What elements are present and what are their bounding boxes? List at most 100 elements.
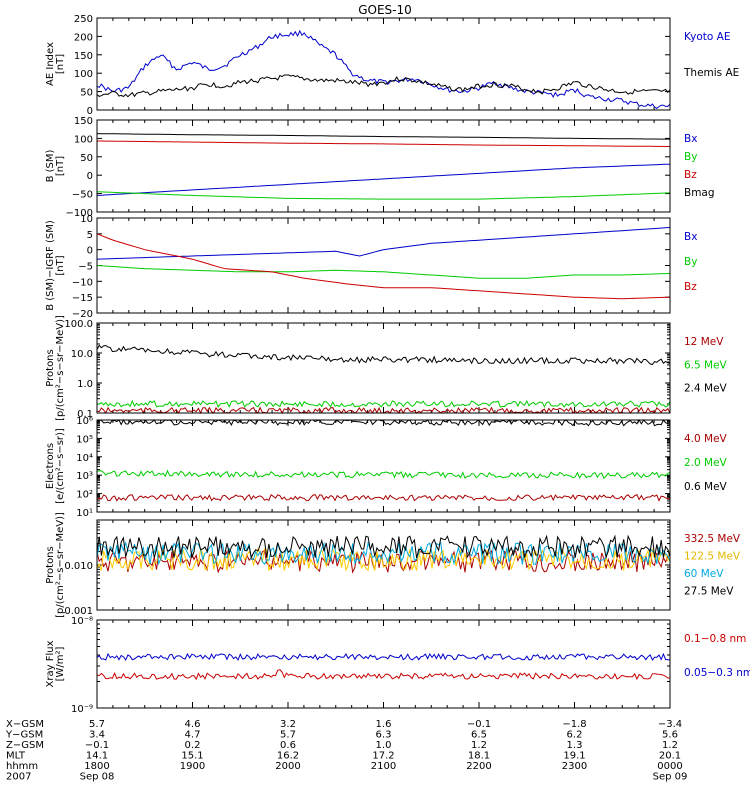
ephemeris-row-label: Z−GSM xyxy=(6,740,44,751)
y-tick-label: 100.0 xyxy=(64,319,93,330)
panel-ae: 0 50 100 150 200 250 Kyoto AE Themis AE AE Index… xyxy=(45,14,739,117)
legend-entry: 2.4 MeV xyxy=(684,383,728,395)
ephemeris-value: 14.1 xyxy=(86,751,108,762)
panel-frame xyxy=(96,119,671,213)
ephemeris-value: 0000 xyxy=(657,761,682,772)
legend-entry: 122.5 MeV xyxy=(684,551,741,563)
y-tick-label: −5 xyxy=(78,262,93,273)
ephemeris-row-label: MLT xyxy=(6,751,26,762)
legend-entry: 60 MeV xyxy=(684,568,724,580)
panel-frame xyxy=(96,217,671,314)
ephemeris-value: Sep 09 xyxy=(653,772,688,783)
panel-frame xyxy=(96,322,671,414)
y-axis-label: Electrons xyxy=(45,443,56,489)
ephemeris-row-label: 2007 xyxy=(6,772,31,783)
series-line-bfield-1 xyxy=(96,191,671,200)
ephemeris-value: 5.7 xyxy=(280,730,296,741)
panel-bfield: −100 −50 0 50 100 150 Bx By Bz Bmag B (SM) [nT] xyxy=(45,116,715,219)
series-line-xray-0 xyxy=(96,669,671,681)
legend-entry: Themis AE xyxy=(683,67,739,79)
y-tick-label: 0.010 xyxy=(64,561,93,572)
series-line-bfield-3 xyxy=(96,133,670,140)
legend-entry: Bz xyxy=(684,281,697,293)
y-tick-label: 0 xyxy=(87,246,93,257)
ephemeris-value: 15.1 xyxy=(181,751,203,762)
ephemeris-row-label: hhmm xyxy=(6,761,38,772)
legend-entry: 0.1−0.8 nm xyxy=(684,633,746,645)
ephemeris-value: 3.4 xyxy=(89,730,105,741)
y-tick-label: 150 xyxy=(74,51,93,62)
y-tick-label: 50 xyxy=(80,88,93,99)
y-tick-label: 1.0 xyxy=(77,379,93,390)
y-axis-label: Protons xyxy=(45,349,56,386)
ephemeris-value: −1.8 xyxy=(562,719,586,730)
ephemeris-value: 0.6 xyxy=(280,740,296,751)
y-axis-label: [p/(cm²−s−sr−MeV)] xyxy=(55,315,66,421)
panel-frame xyxy=(96,619,671,709)
y-axis-label: B (SM) xyxy=(45,149,56,182)
ephemeris-value: 18.1 xyxy=(468,751,490,762)
y-axis-label: [nT] xyxy=(55,54,66,74)
ephemeris-value: 4.7 xyxy=(185,730,201,741)
ephemeris-value: 1.0 xyxy=(376,740,392,751)
ephemeris-value: 1.2 xyxy=(471,740,487,751)
legend-entry: Bz xyxy=(684,169,697,181)
y-tick-label: 5 xyxy=(87,230,93,241)
y-tick-label: 10⁻⁸ xyxy=(71,616,93,627)
y-axis-label: [e/(cm²−s−sr)] xyxy=(55,428,66,504)
ephemeris-value: 1.6 xyxy=(376,719,392,730)
y-axis-label: [W/m²] xyxy=(55,646,66,681)
y-tick-label: 150 xyxy=(74,116,93,127)
legend-entry: 2.0 MeV xyxy=(684,457,728,469)
plot-title: GOES-10 xyxy=(358,3,412,17)
ephemeris-value: 1800 xyxy=(84,761,109,772)
y-tick-label: −100 xyxy=(66,208,93,219)
y-axis-label: AE Index xyxy=(45,42,56,86)
y-tick-label: 10⁶ xyxy=(76,416,93,427)
legend-entry: 4.0 MeV xyxy=(684,433,728,445)
ephemeris-value: 2100 xyxy=(371,761,396,772)
legend-entry: 6.5 MeV xyxy=(684,359,728,371)
ephemeris-value: Sep 08 xyxy=(80,772,115,783)
legend-entry: Bmag xyxy=(684,187,715,199)
y-axis-label: Xray Flux xyxy=(45,640,56,687)
panel-protons_hi: 0.1 1.0 10.0 100.0 12 MeV 6.5 MeV 2.4 MeV Proto… xyxy=(45,315,728,421)
ephemeris-value: 6.3 xyxy=(376,730,392,741)
y-tick-label: 10⁵ xyxy=(76,434,93,445)
legend-entry: Bx xyxy=(684,231,697,243)
ephemeris-value: −0.1 xyxy=(85,740,109,751)
ephemeris-value: 2200 xyxy=(466,761,491,772)
y-tick-label: 10⁴ xyxy=(76,453,93,464)
legend-entry: 12 MeV xyxy=(684,336,724,348)
legend-entry: By xyxy=(684,151,697,163)
y-tick-label: 0 xyxy=(87,171,93,182)
y-tick-label: 0 xyxy=(87,106,93,117)
panel-frame xyxy=(96,419,671,513)
ephemeris-value: 1.2 xyxy=(662,740,678,751)
y-axis-label: B (SM)−IGRF (SM) xyxy=(45,220,56,311)
legend-entry: Kyoto AE xyxy=(684,31,730,43)
y-tick-label: 0.1 xyxy=(77,409,93,420)
ephemeris-row-label: X−GSM xyxy=(6,719,44,730)
series-line-xray-1 xyxy=(96,652,671,661)
series-line-protons_hi-2 xyxy=(96,344,671,366)
y-tick-label: 0.001 xyxy=(64,606,93,617)
legend-entry: By xyxy=(684,256,697,268)
panel-electrons: 10¹ 10² 10³ 10⁴ 10⁵ 10⁶ 4.0 MeV 2.0 MeV 0.6 MeV E… xyxy=(45,416,728,519)
series-line-dbfield-0 xyxy=(96,227,671,260)
ephemeris-table: X−GSMY−GSMZ−GSMMLThhmm20075.73.4−0.114.1… xyxy=(5,719,687,783)
ephemeris-value: 2300 xyxy=(562,761,587,772)
series-line-protons_lo-1 xyxy=(96,547,671,572)
y-tick-label: 200 xyxy=(74,32,93,43)
y-tick-label: −15 xyxy=(72,293,93,304)
y-axis-label: [p/(cm²−s−sr−MeV)] xyxy=(55,512,66,618)
ephemeris-value: 1.3 xyxy=(567,740,583,751)
ephemeris-value: 0.2 xyxy=(185,740,201,751)
y-tick-label: −20 xyxy=(72,309,93,320)
series-line-electrons-2 xyxy=(96,418,671,427)
series-line-ae-0 xyxy=(96,29,671,110)
series-line-bfield-0 xyxy=(96,163,671,196)
panel-xray: 10⁻⁹ 10⁻⁸ 0.1−0.8 nm 0.05−0.3 nm Xray Flux [W… xyxy=(45,616,750,715)
